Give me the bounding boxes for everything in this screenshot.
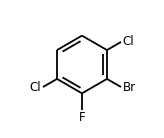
Text: F: F	[79, 111, 85, 124]
Text: Cl: Cl	[123, 35, 134, 48]
Text: Br: Br	[123, 81, 136, 94]
Text: Cl: Cl	[30, 81, 41, 94]
